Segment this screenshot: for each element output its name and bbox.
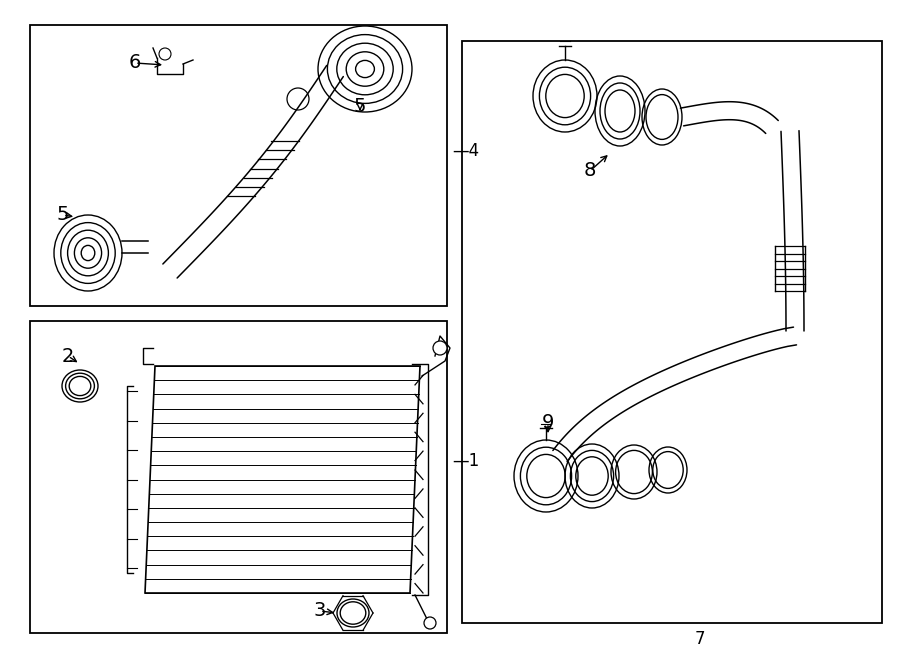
Text: —4: —4 bbox=[452, 142, 479, 160]
Text: 7: 7 bbox=[695, 630, 706, 648]
Bar bbox=[30, 321, 447, 633]
Text: 3: 3 bbox=[314, 602, 326, 621]
Text: 6: 6 bbox=[129, 54, 141, 73]
Circle shape bbox=[424, 617, 436, 629]
Text: 9: 9 bbox=[542, 414, 554, 432]
Circle shape bbox=[159, 48, 171, 60]
Circle shape bbox=[433, 341, 447, 355]
Text: —1: —1 bbox=[452, 452, 479, 470]
Text: 5: 5 bbox=[57, 206, 69, 225]
Bar bbox=[462, 41, 882, 623]
Text: 8: 8 bbox=[584, 161, 596, 180]
Text: 2: 2 bbox=[62, 346, 74, 366]
Text: 5: 5 bbox=[354, 97, 366, 116]
Bar bbox=[30, 25, 447, 306]
